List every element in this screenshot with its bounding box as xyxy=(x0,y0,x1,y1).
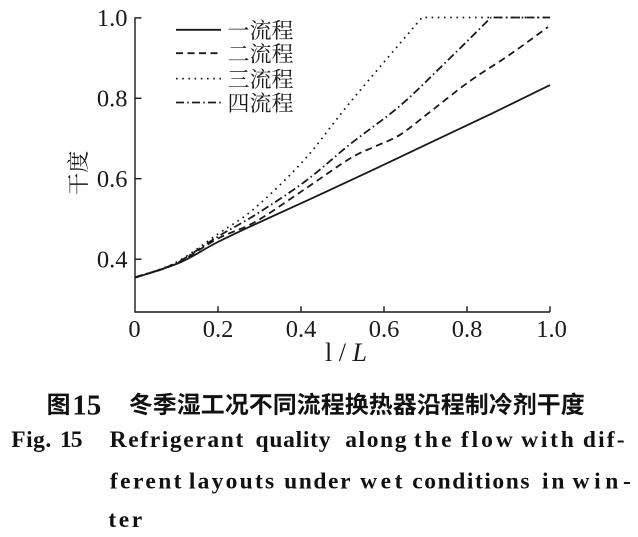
svg-text:15: 15 xyxy=(72,389,101,421)
svg-text:0.4: 0.4 xyxy=(286,316,317,343)
svg-text:1.0: 1.0 xyxy=(97,5,128,32)
svg-text:along: along xyxy=(345,427,407,453)
svg-text:l / L: l / L xyxy=(325,338,367,367)
svg-text:1.0: 1.0 xyxy=(536,316,567,343)
svg-text:dif-: dif- xyxy=(583,427,625,453)
svg-text:0.4: 0.4 xyxy=(97,246,128,273)
svg-text:in: in xyxy=(542,469,565,495)
svg-text:the: the xyxy=(414,427,452,453)
svg-text:conditions: conditions xyxy=(412,469,529,495)
svg-text:0: 0 xyxy=(128,316,140,343)
svg-text:wet: wet xyxy=(360,469,402,495)
svg-text:flow: flow xyxy=(461,427,513,453)
svg-text:0.2: 0.2 xyxy=(203,316,234,343)
svg-text:0.6: 0.6 xyxy=(97,166,128,193)
svg-text:ter: ter xyxy=(108,507,142,533)
svg-text:Fig.: Fig. xyxy=(11,427,51,453)
svg-text:Refrigerant: Refrigerant xyxy=(110,427,244,453)
svg-text:15: 15 xyxy=(60,427,83,453)
svg-text:under: under xyxy=(284,469,350,495)
svg-text:quality: quality xyxy=(256,427,331,453)
svg-text:0.8: 0.8 xyxy=(452,316,483,343)
svg-text:layouts: layouts xyxy=(189,469,274,495)
svg-text:ferent: ferent xyxy=(110,469,182,495)
svg-text:0.8: 0.8 xyxy=(97,86,128,113)
svg-text:0.6: 0.6 xyxy=(369,316,400,343)
